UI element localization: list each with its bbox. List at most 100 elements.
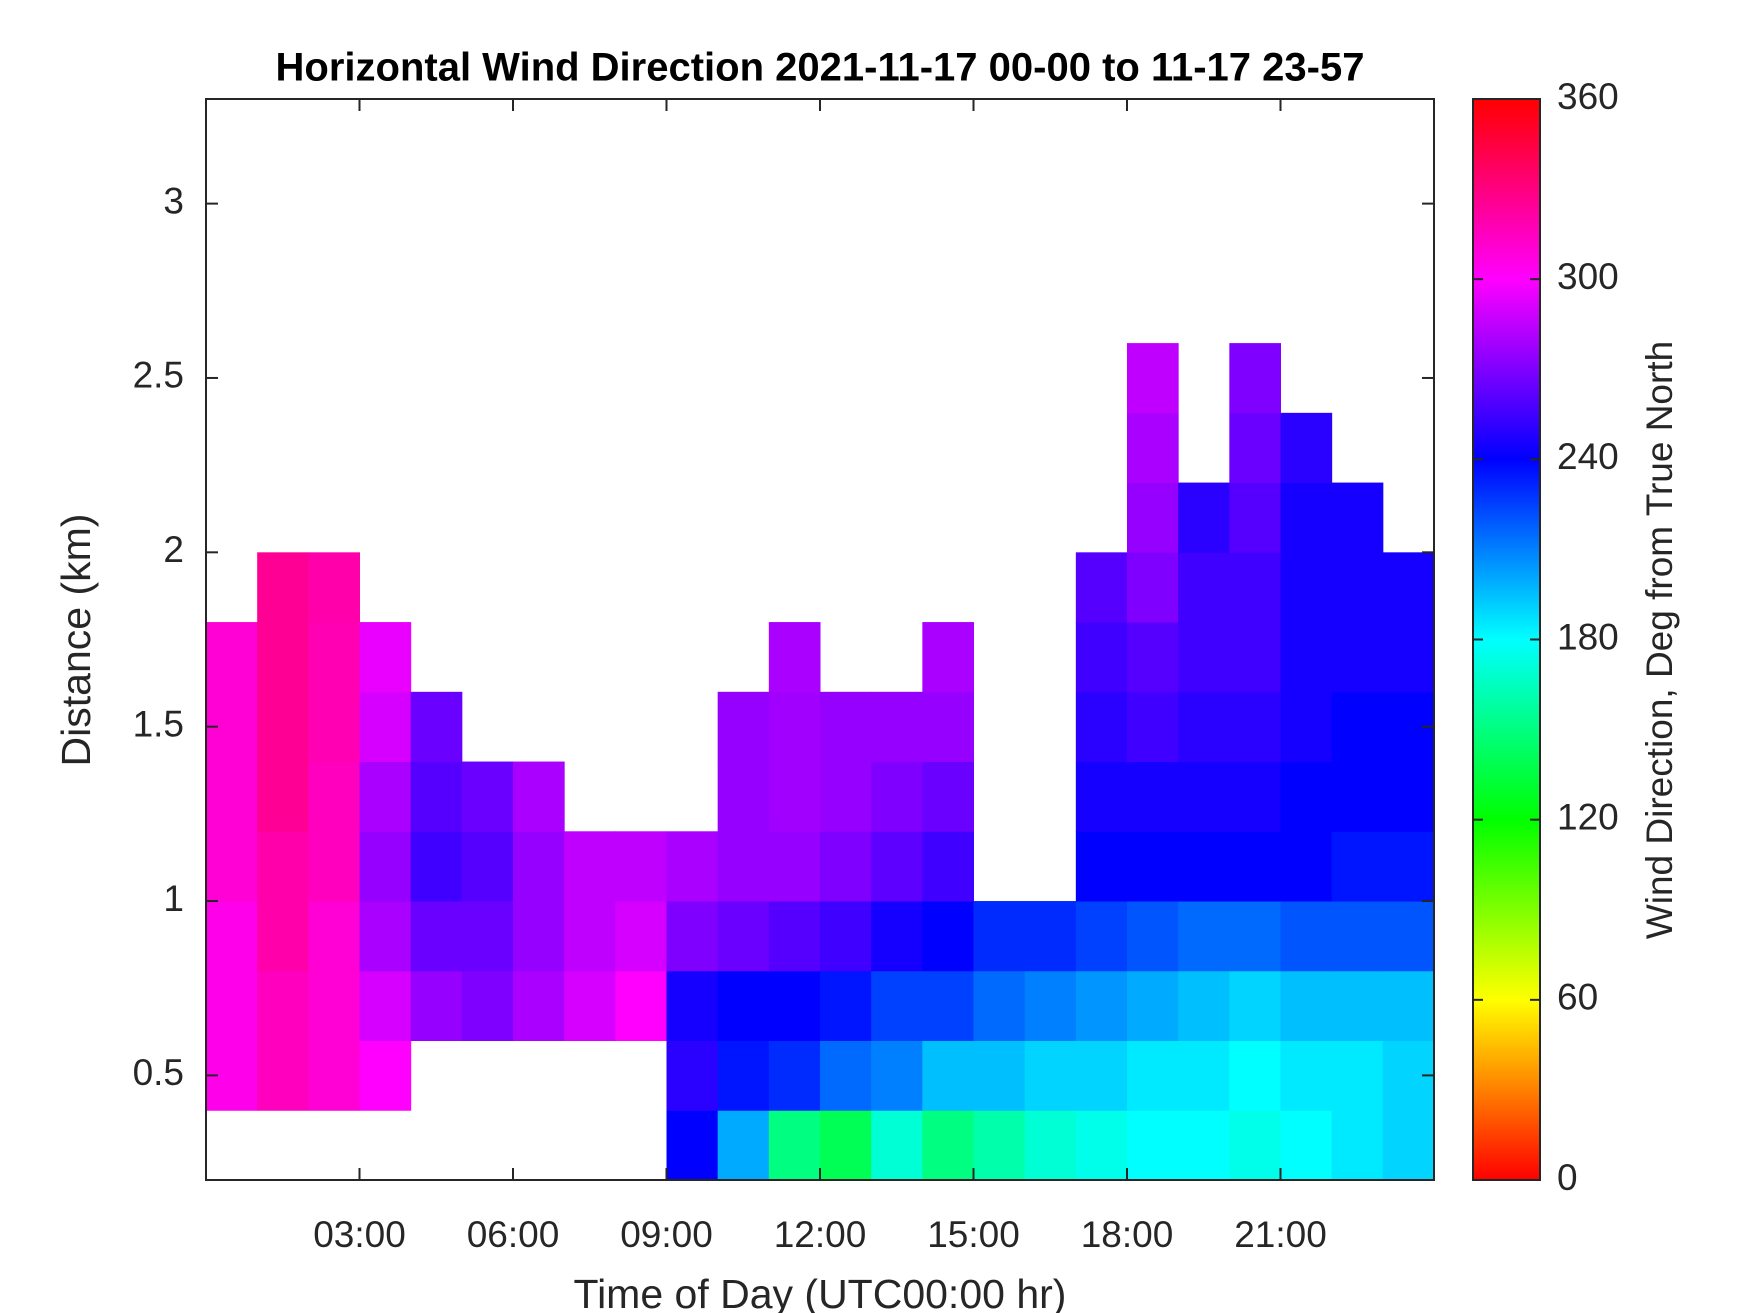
heat-cell [820, 901, 872, 972]
heat-cell [1024, 970, 1077, 1042]
heat-cell [257, 1040, 309, 1111]
heat-cell [1075, 761, 1128, 832]
colorbar-tick-label: 0 [1557, 1157, 1578, 1198]
y-tick-label: 1 [163, 878, 184, 919]
heat-cell [1178, 761, 1230, 832]
chart-title: Horizontal Wind Direction 2021-11-17 00-… [276, 46, 1365, 90]
heat-cell [1178, 970, 1230, 1042]
y-tick-label: 0.5 [133, 1052, 184, 1093]
y-axis-label: Distance (km) [53, 514, 99, 767]
heat-cell [1075, 1110, 1128, 1181]
heat-cell [206, 761, 258, 832]
heat-cell [308, 1040, 360, 1111]
heat-cell [666, 901, 719, 972]
heat-cell [820, 1110, 872, 1181]
heat-cell [1229, 761, 1281, 832]
heat-cell [1178, 1040, 1230, 1111]
heat-cell [206, 970, 258, 1042]
heat-cell [1075, 901, 1128, 972]
heat-cell [1331, 552, 1384, 623]
heat-cell [922, 970, 974, 1042]
heat-cell [871, 691, 923, 763]
colorbar-tick-label: 360 [1557, 76, 1619, 117]
heat-cell [1024, 901, 1077, 972]
heat-cell [1331, 901, 1384, 972]
heat-cell [1382, 831, 1435, 902]
heat-cell [768, 691, 821, 763]
colorbar [1472, 98, 1541, 1181]
heat-cell [973, 1110, 1026, 1181]
x-axis-label: Time of Day (UTC00:00 hr) [574, 1271, 1067, 1313]
colorbar-tick-label: 240 [1557, 436, 1619, 477]
heat-cell [410, 761, 463, 832]
heat-cell [308, 691, 360, 763]
heat-cell [1075, 622, 1128, 693]
heat-cell [1127, 622, 1179, 693]
heat-cell [257, 691, 309, 763]
heat-cell [615, 970, 667, 1042]
heat-cell [1024, 1110, 1077, 1181]
heat-cell [1229, 343, 1281, 414]
heat-cell [1178, 901, 1230, 972]
heat-cell [1127, 1040, 1179, 1111]
heat-cell [1075, 1040, 1128, 1111]
colorbar-tick-label: 60 [1557, 977, 1598, 1018]
x-tick-label: 21:00 [1234, 1214, 1327, 1255]
heat-cell [1229, 1110, 1281, 1181]
heat-cell [768, 901, 821, 972]
heat-cell [1331, 1110, 1384, 1181]
heat-cell [564, 901, 616, 972]
heat-cell [820, 970, 872, 1042]
heat-cell [1229, 691, 1281, 763]
heat-cell [871, 831, 923, 902]
heat-cell [1229, 412, 1281, 484]
heat-cell [871, 970, 923, 1042]
x-tick-label: 09:00 [620, 1214, 713, 1255]
heat-cell [1280, 901, 1333, 972]
heat-cell [615, 831, 667, 902]
heat-cell [1331, 622, 1384, 693]
heat-cell [564, 831, 616, 902]
heat-cell [1280, 1110, 1333, 1181]
heat-cell [1127, 970, 1179, 1042]
heat-cell [513, 831, 565, 902]
heat-cell [257, 552, 309, 623]
heat-cell [461, 831, 514, 902]
heat-cell [1331, 691, 1384, 763]
heat-cell [308, 970, 360, 1042]
heat-cell [359, 761, 412, 832]
heat-cell [206, 831, 258, 902]
heat-cell [717, 761, 770, 832]
heat-cell [1280, 691, 1333, 763]
heat-cell [1178, 622, 1230, 693]
heat-cell [461, 901, 514, 972]
heat-cell [1280, 970, 1333, 1042]
x-tick-label: 03:00 [313, 1214, 406, 1255]
x-tick-label: 18:00 [1081, 1214, 1174, 1255]
heat-cell [359, 622, 412, 693]
heat-cell [768, 622, 821, 693]
heat-cell [1331, 1040, 1384, 1111]
heat-cell [820, 1040, 872, 1111]
heat-cell [1382, 901, 1435, 972]
y-tick-label: 2.5 [133, 355, 184, 396]
heat-cell [1382, 552, 1435, 623]
heat-cell [1178, 831, 1230, 902]
heat-cell [206, 901, 258, 972]
heat-cell [768, 1110, 821, 1181]
heat-cell [1178, 482, 1230, 553]
heat-cell [1075, 970, 1128, 1042]
heat-cell [871, 901, 923, 972]
y-tick-label: 2 [163, 529, 184, 570]
heat-cell [410, 691, 463, 763]
heat-cell [717, 1040, 770, 1111]
heat-cell [257, 761, 309, 832]
heat-cell [1075, 552, 1128, 623]
heat-cell [615, 901, 667, 972]
heat-cell [359, 691, 412, 763]
heat-cell [1229, 622, 1281, 693]
x-tick-label: 15:00 [927, 1214, 1020, 1255]
heat-cell [1229, 901, 1281, 972]
heat-cell [1127, 761, 1179, 832]
